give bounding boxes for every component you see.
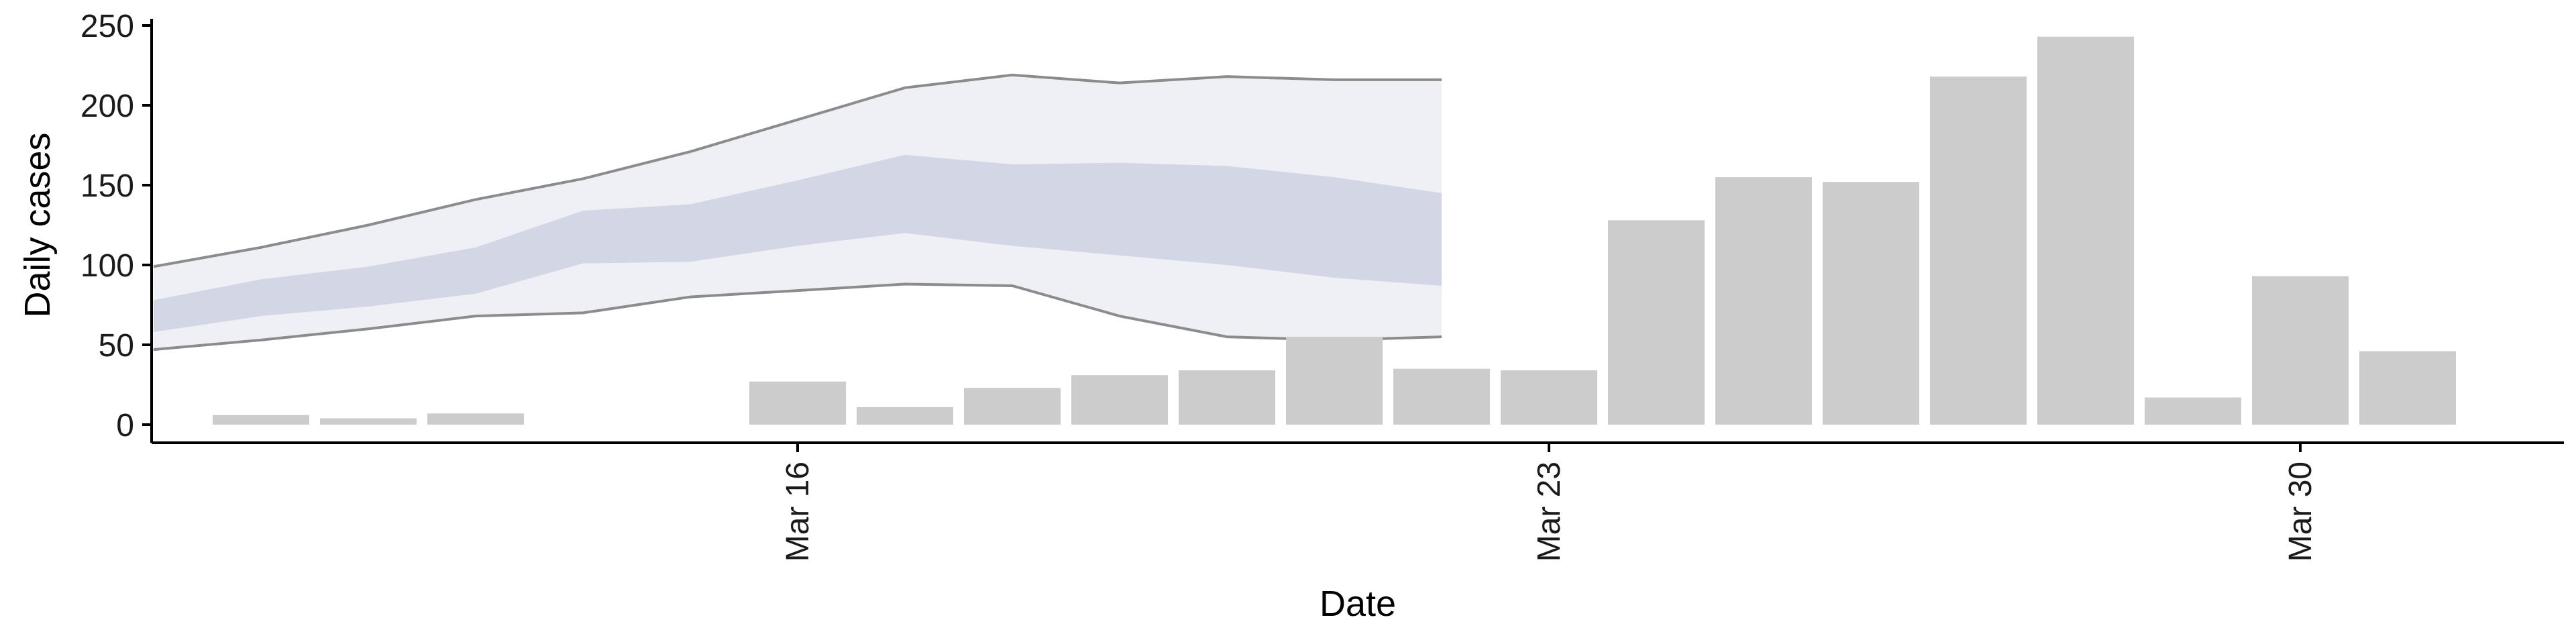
y-tick-label: 50 bbox=[99, 328, 134, 364]
bar bbox=[213, 415, 309, 425]
y-tick-label: 150 bbox=[80, 168, 134, 204]
y-axis-title: Daily cases bbox=[17, 132, 58, 317]
x-axis-title: Date bbox=[1320, 584, 1396, 624]
bar bbox=[1501, 370, 1597, 425]
y-tick-label: 250 bbox=[80, 9, 134, 44]
bar bbox=[857, 407, 953, 425]
bar bbox=[1071, 375, 1168, 425]
bar bbox=[2037, 36, 2134, 425]
forecast-inner-band bbox=[154, 154, 1442, 332]
observed-bars bbox=[213, 36, 2456, 425]
x-tick-label: Mar 16 bbox=[780, 462, 816, 561]
bar bbox=[1930, 76, 2027, 425]
bar bbox=[1608, 220, 1705, 425]
y-tick-label: 200 bbox=[80, 89, 134, 124]
axes bbox=[150, 19, 2564, 444]
bar bbox=[2252, 276, 2349, 425]
y-ticks: 0 50 100 150 200 250 bbox=[80, 9, 152, 443]
forecast-bands bbox=[153, 73, 1442, 352]
forecast-upper-line bbox=[153, 73, 1442, 268]
bar bbox=[320, 418, 417, 425]
bar bbox=[1286, 337, 1383, 425]
bar bbox=[1715, 177, 1812, 425]
x-tick-label: Mar 23 bbox=[1532, 462, 1567, 561]
bar bbox=[1823, 182, 1919, 425]
x-ticks: Mar 16 Mar 23 Mar 30 bbox=[780, 443, 2318, 561]
bar bbox=[427, 413, 524, 425]
bar bbox=[2359, 351, 2456, 425]
forecast-lower-line bbox=[153, 282, 1442, 352]
x-tick-label: Mar 30 bbox=[2283, 462, 2318, 561]
bar bbox=[749, 381, 846, 425]
bar bbox=[1179, 370, 1275, 425]
y-tick-label: 0 bbox=[116, 408, 134, 443]
bar bbox=[2145, 397, 2241, 425]
bar bbox=[1393, 368, 1490, 425]
y-tick-label: 100 bbox=[80, 248, 134, 284]
bar bbox=[964, 388, 1061, 425]
